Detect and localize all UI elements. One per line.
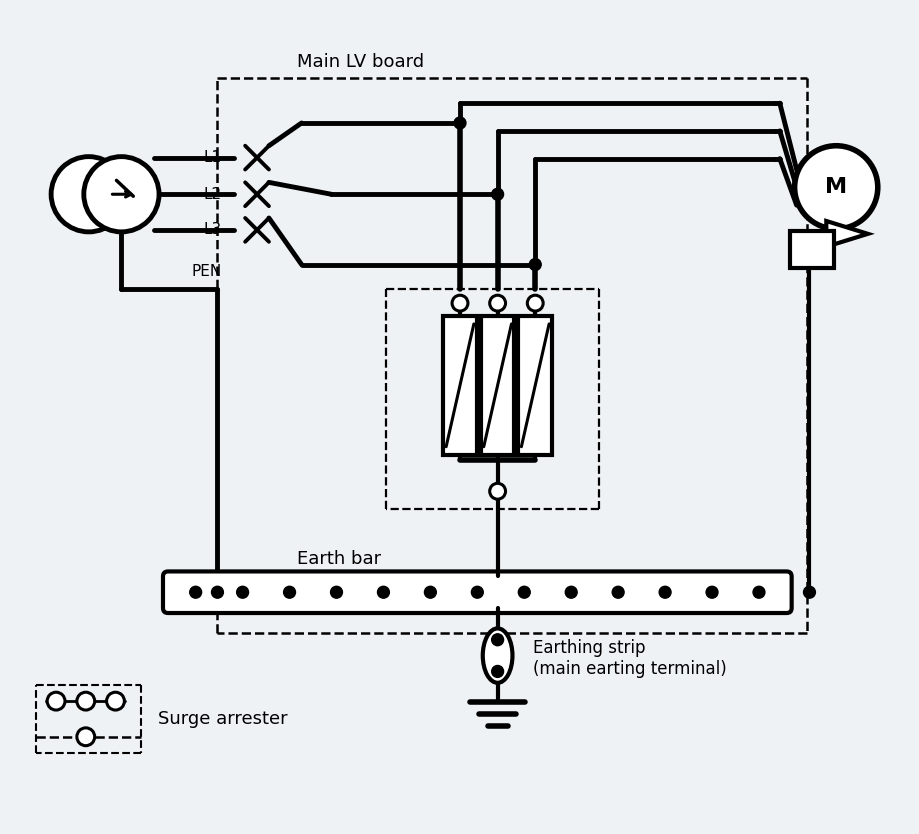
Circle shape <box>47 692 65 710</box>
Bar <box>517 316 551 455</box>
Circle shape <box>211 586 223 598</box>
Circle shape <box>330 586 342 598</box>
Circle shape <box>794 146 877 229</box>
Text: M: M <box>824 178 846 198</box>
Ellipse shape <box>482 628 512 683</box>
Circle shape <box>77 728 95 746</box>
Bar <box>443 316 476 455</box>
Circle shape <box>84 157 159 232</box>
Circle shape <box>491 188 503 200</box>
Circle shape <box>236 586 248 598</box>
Circle shape <box>471 586 482 598</box>
Circle shape <box>491 634 503 646</box>
Circle shape <box>51 157 126 232</box>
Text: Earthing strip: Earthing strip <box>533 639 645 656</box>
Circle shape <box>517 586 529 598</box>
Circle shape <box>489 295 505 311</box>
Circle shape <box>802 586 814 598</box>
Text: L3: L3 <box>203 223 221 238</box>
Text: (main earting terminal): (main earting terminal) <box>533 661 726 678</box>
Circle shape <box>454 117 465 129</box>
Circle shape <box>107 692 124 710</box>
Circle shape <box>658 586 670 598</box>
Circle shape <box>77 692 95 710</box>
Text: L1: L1 <box>203 150 221 165</box>
Text: L2: L2 <box>203 187 221 202</box>
Polygon shape <box>825 221 867 247</box>
Circle shape <box>489 484 505 500</box>
Circle shape <box>705 586 717 598</box>
Circle shape <box>528 259 540 270</box>
Circle shape <box>564 586 576 598</box>
Circle shape <box>753 586 764 598</box>
Bar <box>789 231 834 269</box>
Circle shape <box>283 586 295 598</box>
Bar <box>481 316 514 455</box>
FancyBboxPatch shape <box>163 571 790 613</box>
Circle shape <box>451 295 468 311</box>
Text: PEN: PEN <box>191 264 221 279</box>
Text: Earth bar: Earth bar <box>296 550 380 569</box>
Text: Surge arrester: Surge arrester <box>158 710 288 728</box>
Circle shape <box>491 666 503 677</box>
Circle shape <box>527 295 542 311</box>
Text: Main LV board: Main LV board <box>296 53 424 72</box>
Circle shape <box>424 586 436 598</box>
Circle shape <box>377 586 389 598</box>
Circle shape <box>611 586 623 598</box>
Circle shape <box>189 586 201 598</box>
